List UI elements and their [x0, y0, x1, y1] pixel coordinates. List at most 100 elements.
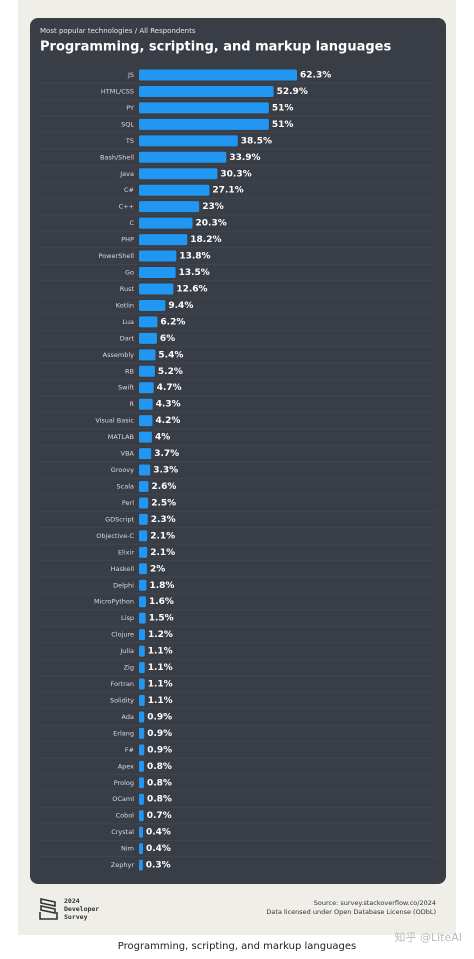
y-tick-label: OCaml — [112, 795, 134, 803]
y-tick-label: F# — [125, 746, 134, 754]
bar — [139, 85, 274, 97]
logo-text: Developer — [64, 905, 99, 913]
y-tick-label: Kotlin — [116, 301, 134, 309]
value-label: 9.4% — [168, 301, 193, 311]
y-tick-label: Clojure — [111, 631, 134, 639]
bar — [139, 563, 147, 575]
y-tick-label: C — [129, 219, 134, 227]
bar — [139, 217, 193, 229]
y-tick-label: Rust — [120, 285, 135, 293]
y-tick-label: MATLAB — [108, 433, 134, 441]
y-tick-label: Erlang — [113, 729, 134, 737]
y-tick-label: JS — [127, 71, 134, 79]
y-tick-label: Groovy — [111, 466, 134, 474]
y-tick-label: Scala — [117, 483, 134, 491]
bar — [139, 382, 154, 394]
value-label: 2.1% — [150, 531, 175, 541]
value-label: 4.7% — [157, 383, 182, 393]
y-tick-label: Solidity — [110, 696, 134, 704]
value-label: 1.8% — [149, 581, 174, 591]
card — [30, 18, 446, 884]
value-label: 18.2% — [190, 235, 221, 245]
bar — [139, 332, 157, 344]
value-label: 4.3% — [156, 400, 181, 410]
value-label: 0.9% — [147, 745, 172, 755]
bar — [139, 201, 200, 213]
y-tick-label: Ada — [122, 713, 134, 721]
value-label: 0.8% — [147, 762, 172, 772]
y-tick-label: GDScript — [105, 515, 134, 523]
bar — [139, 694, 145, 706]
chart-title: Programming, scripting, and markup langu… — [40, 40, 392, 55]
value-label: 3.7% — [154, 449, 179, 459]
y-tick-label: Swift — [118, 384, 134, 392]
y-tick-label: Haskell — [111, 565, 135, 573]
bar — [139, 727, 145, 739]
bar — [139, 596, 146, 608]
value-label: 2% — [150, 564, 165, 574]
bar — [139, 283, 174, 295]
y-tick-label: Java — [119, 170, 134, 178]
value-label: 1.5% — [149, 614, 174, 624]
value-label: 13.5% — [179, 268, 210, 278]
y-tick-label: C# — [124, 186, 134, 194]
value-label: 27.1% — [212, 186, 243, 196]
bar — [139, 267, 176, 279]
bar — [139, 448, 152, 460]
logo-text: Survey — [64, 913, 88, 921]
chart-subtitle: Most popular technologies / All Responde… — [40, 27, 196, 35]
y-tick-label: Nim — [121, 845, 134, 853]
value-label: 0.8% — [147, 778, 172, 788]
value-label: 1.2% — [148, 630, 173, 640]
y-tick-label: Lua — [122, 318, 134, 326]
bar — [139, 645, 145, 657]
y-tick-label: Julia — [119, 647, 134, 655]
bar — [139, 662, 145, 674]
bar — [139, 793, 144, 805]
value-label: 1.6% — [149, 597, 174, 607]
value-label: 0.9% — [147, 712, 172, 722]
y-tick-label: Perl — [122, 499, 134, 507]
value-label: 5.2% — [158, 367, 183, 377]
value-label: 2.5% — [151, 498, 176, 508]
bar — [139, 118, 269, 130]
value-label: 23% — [202, 202, 224, 212]
bar — [139, 678, 145, 690]
logo-text: 2024 — [64, 897, 80, 905]
logo-icon — [39, 898, 58, 920]
bar — [139, 69, 297, 81]
bar — [139, 168, 218, 180]
value-label: 12.6% — [176, 284, 207, 294]
bar — [139, 398, 153, 410]
value-label: 6% — [160, 334, 175, 344]
bar — [139, 744, 145, 756]
value-label: 51% — [272, 103, 294, 113]
bar — [139, 431, 152, 443]
bar — [139, 612, 146, 624]
bar — [139, 513, 148, 525]
bar — [139, 250, 177, 262]
y-tick-label: Cobol — [116, 812, 135, 820]
value-label: 52.9% — [277, 87, 308, 97]
bar — [139, 151, 227, 163]
y-tick-label: C++ — [119, 203, 134, 211]
value-label: 1.1% — [148, 663, 173, 673]
bar — [139, 843, 143, 855]
bar — [139, 546, 148, 558]
value-label: 0.4% — [146, 844, 171, 854]
value-label: 4% — [155, 433, 170, 443]
y-tick-label: R — [129, 400, 134, 408]
y-tick-label: Assembly — [103, 351, 134, 359]
y-tick-label: Zephyr — [111, 861, 135, 869]
value-label: 2.6% — [151, 482, 176, 492]
bar — [139, 184, 210, 196]
value-label: 0.7% — [147, 811, 172, 821]
y-tick-label: Bash/Shell — [100, 153, 134, 161]
value-label: 0.3% — [146, 861, 171, 871]
bar — [139, 711, 145, 723]
bar — [139, 365, 155, 377]
y-tick-label: VBA — [121, 450, 135, 458]
y-tick-label: PowerShell — [98, 252, 134, 260]
bar — [139, 464, 151, 476]
